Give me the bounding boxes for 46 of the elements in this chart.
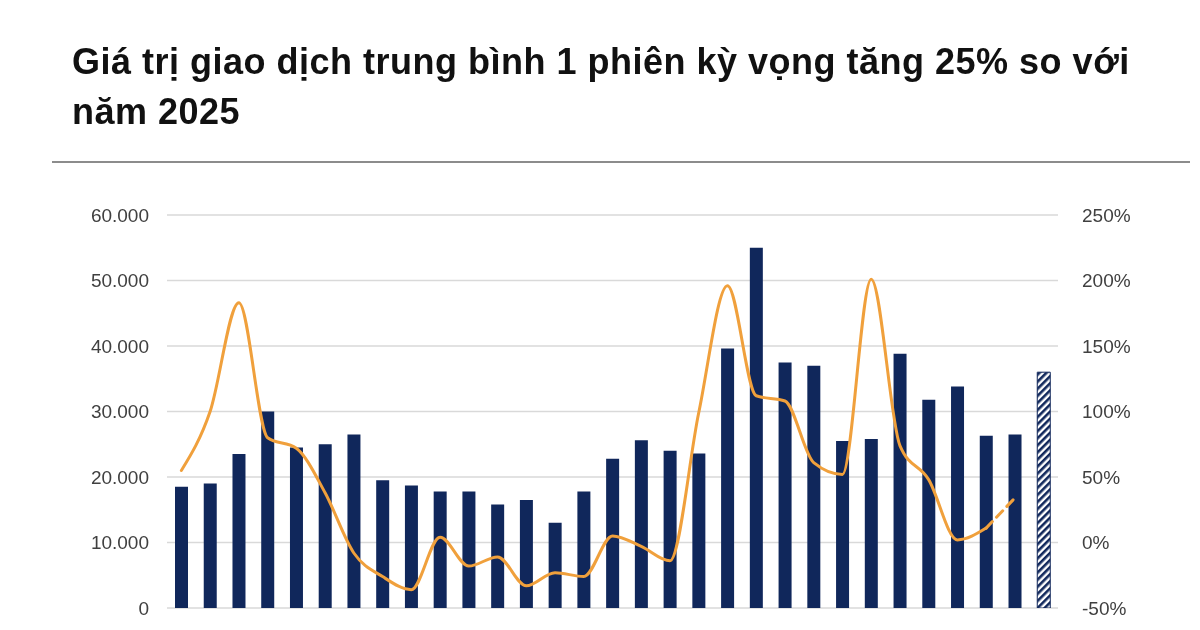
bar bbox=[376, 480, 390, 608]
bar bbox=[893, 353, 907, 608]
bar bbox=[203, 483, 217, 608]
bar bbox=[606, 458, 620, 608]
bar bbox=[836, 440, 850, 608]
y2-tick-label: 100% bbox=[1082, 401, 1131, 423]
bar bbox=[347, 434, 361, 608]
bar bbox=[807, 365, 821, 608]
bar bbox=[232, 454, 246, 608]
bar bbox=[318, 444, 332, 608]
bar bbox=[462, 491, 476, 608]
bar bbox=[778, 362, 792, 608]
y2-tick-label: -50% bbox=[1082, 597, 1127, 619]
y-tick-label: 50.000 bbox=[90, 270, 149, 292]
bar bbox=[663, 450, 677, 608]
bar bbox=[1036, 371, 1051, 608]
bar bbox=[261, 411, 275, 608]
bar bbox=[951, 386, 965, 608]
bar bbox=[519, 499, 533, 608]
y2-tick-label: 250% bbox=[1082, 204, 1131, 226]
bar bbox=[548, 522, 562, 608]
chart-title: Giá trị giao dịch trung bình 1 phiên kỳ vọng tăng 25% so với năm 2025 bbox=[72, 40, 1131, 134]
y2-tick-label: 200% bbox=[1082, 270, 1131, 292]
bar bbox=[577, 491, 591, 608]
y2-tick-label: 50% bbox=[1082, 466, 1121, 488]
bar bbox=[433, 491, 447, 608]
y-tick-label: 40.000 bbox=[90, 335, 149, 357]
bar bbox=[749, 247, 763, 608]
y-tick-label: 20.000 bbox=[90, 466, 149, 488]
bar bbox=[404, 485, 418, 608]
y-tick-label: 30.000 bbox=[90, 401, 149, 423]
bar bbox=[864, 439, 878, 608]
y2-tick-label: 0% bbox=[1082, 532, 1110, 554]
bar bbox=[922, 399, 936, 608]
bar bbox=[491, 504, 505, 608]
y-tick-label: 0 bbox=[138, 597, 149, 619]
y2-tick-label: 150% bbox=[1082, 335, 1131, 357]
bar bbox=[979, 435, 993, 608]
bar bbox=[634, 440, 648, 608]
bar bbox=[175, 486, 188, 608]
bar bbox=[1008, 434, 1022, 608]
y-tick-label: 60.000 bbox=[90, 204, 149, 226]
bar bbox=[289, 447, 303, 608]
y-tick-label: 10.000 bbox=[90, 532, 149, 554]
bar bbox=[721, 348, 735, 608]
bar bbox=[692, 453, 706, 608]
